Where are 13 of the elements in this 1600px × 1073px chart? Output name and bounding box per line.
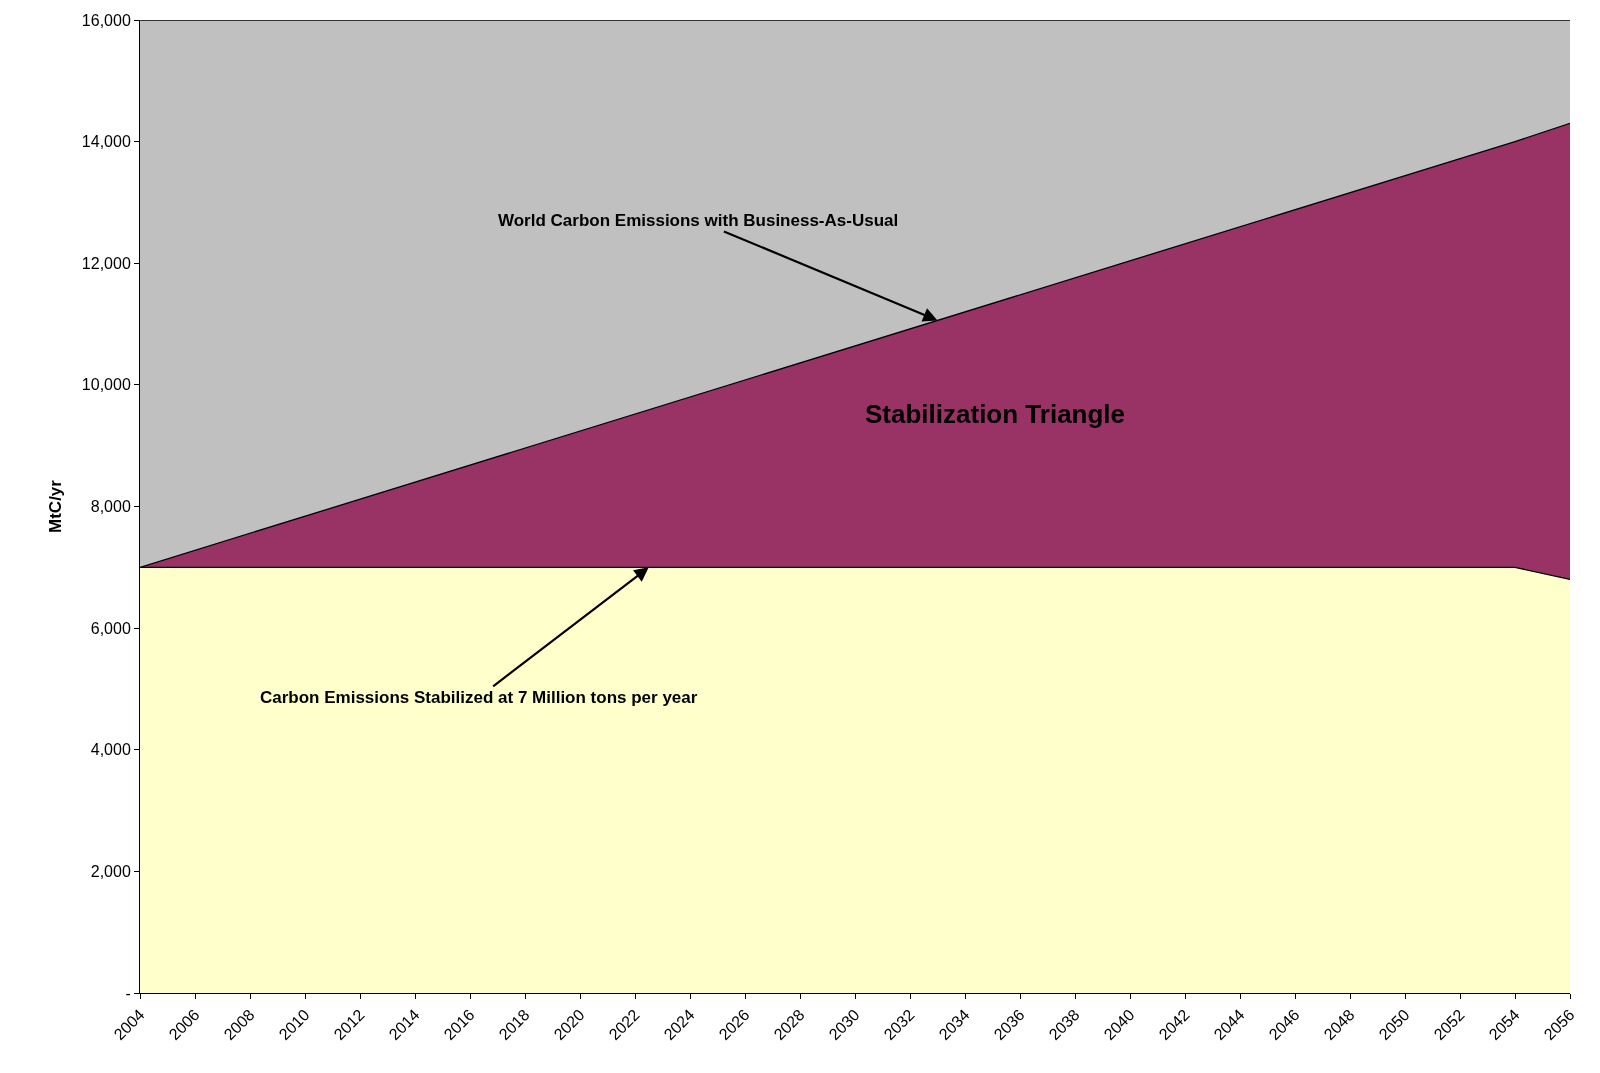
y-axis-title: MtC/yr (46, 479, 66, 533)
y-tick-label: 6,000 (90, 619, 131, 637)
y-tick-label: - (125, 984, 131, 1002)
y-tick-label: 4,000 (90, 741, 131, 759)
y-tick-label: 12,000 (81, 254, 131, 272)
annotation: Carbon Emissions Stabilized at 7 Million tons per year (260, 688, 698, 707)
y-tick-label: 10,000 (81, 376, 131, 394)
annotation: Stabilization Triangle (865, 399, 1126, 429)
y-tick-label: 8,000 (90, 498, 131, 516)
y-tick-label: 2,000 (90, 862, 131, 880)
y-tick-label: 16,000 (81, 11, 131, 29)
y-tick-label: 14,000 (81, 133, 131, 151)
annotation: World Carbon Emissions with Business-As-Usual (498, 211, 899, 230)
